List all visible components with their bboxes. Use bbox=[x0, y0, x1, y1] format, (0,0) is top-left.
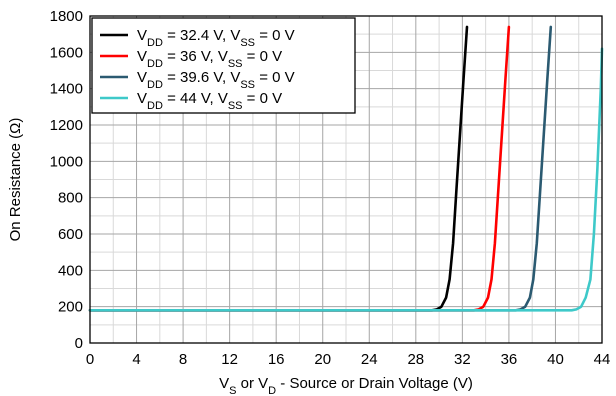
y-tick-label: 1800 bbox=[50, 8, 83, 25]
y-tick-labels: 0 200 400 600 800 1000 1200 1400 1600 1800 bbox=[50, 8, 83, 352]
plot-frame bbox=[89, 15, 603, 344]
series-lines bbox=[88, 25, 604, 312]
legend-label-4: VDD = 44 V, VSS = 0 V bbox=[137, 90, 282, 112]
x-tick-label: 12 bbox=[221, 351, 238, 368]
x-tick-label: 0 bbox=[86, 351, 94, 368]
x-tick-labels: 0 4 8 12 16 20 24 28 32 36 40 44 bbox=[86, 351, 611, 368]
x-tick-label: 44 bbox=[594, 351, 611, 368]
y-tick-label: 200 bbox=[58, 299, 83, 316]
y-tick-label: 1600 bbox=[50, 44, 83, 61]
y-tick-label: 800 bbox=[58, 190, 83, 207]
x-tick-label: 20 bbox=[314, 351, 331, 368]
legend-label-2: VDD = 36 V, VSS = 0 V bbox=[137, 48, 282, 70]
legend-label-3: VDD = 39.6 V, VSS = 0 V bbox=[137, 69, 295, 91]
legend-box bbox=[91, 17, 356, 114]
x-tick-label: 8 bbox=[179, 351, 187, 368]
x-tick-label: 28 bbox=[407, 351, 424, 368]
x-tick-label: 16 bbox=[268, 351, 285, 368]
y-axis-title: On Resistance (Ω) bbox=[7, 118, 24, 242]
series-line-4 bbox=[88, 47, 604, 312]
y-tick-label: 0 bbox=[75, 335, 83, 352]
x-tick-label: 40 bbox=[547, 351, 564, 368]
x-tick-label: 24 bbox=[361, 351, 378, 368]
y-tick-label: 600 bbox=[58, 226, 83, 243]
y-tick-label: 1200 bbox=[50, 117, 83, 134]
x-axis-title: VS or VD - Source or Drain Voltage (V) bbox=[219, 375, 473, 396]
legend-label-1: VDD = 32.4 V, VSS = 0 V bbox=[137, 27, 295, 49]
y-tick-label: 1400 bbox=[50, 81, 83, 98]
x-tick-label: 32 bbox=[454, 351, 471, 368]
x-tick-label: 4 bbox=[132, 351, 140, 368]
x-tick-label: 36 bbox=[501, 351, 518, 368]
y-tick-label: 400 bbox=[58, 262, 83, 279]
y-tick-label: 1000 bbox=[50, 153, 83, 170]
